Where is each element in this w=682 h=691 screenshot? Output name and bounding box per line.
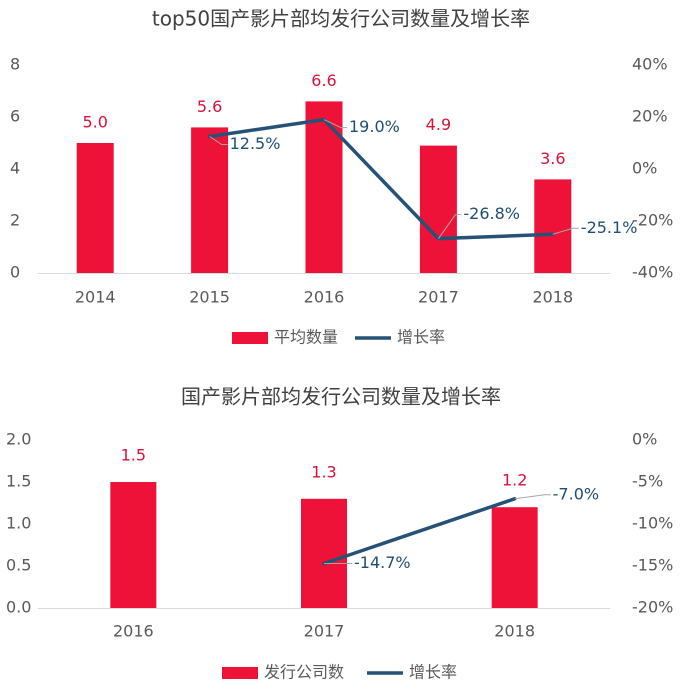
legend-bar-label: 发行公司数 (264, 663, 344, 682)
x-axis-tick: 2016 (304, 288, 345, 307)
bar (534, 179, 572, 273)
legend-bar-swatch (232, 332, 268, 344)
bar-data-label: 4.9 (426, 115, 451, 134)
x-axis-tick: 2017 (418, 288, 459, 307)
right-axis-tick: -20% (632, 598, 673, 617)
chart-title: 国产影片部均发行公司数量及增长率 (181, 385, 501, 409)
x-axis-tick: 2016 (113, 622, 154, 641)
line-data-label: -26.8% (463, 204, 520, 223)
bar-data-label: 6.6 (311, 71, 336, 90)
left-axis-tick: 2.0 (6, 430, 31, 449)
x-axis-tick: 2018 (532, 288, 573, 307)
right-axis-tick: 40% (632, 55, 668, 74)
left-axis-tick: 8 (10, 55, 20, 74)
bar-data-label: 1.5 (121, 446, 146, 465)
x-axis-tick: 2014 (75, 288, 116, 307)
right-axis-tick: -40% (632, 263, 673, 282)
right-axis-tick: 0% (632, 159, 657, 178)
legend-line-label: 增长率 (409, 663, 457, 682)
left-axis-tick: 0.0 (6, 598, 31, 617)
x-axis-tick: 2015 (189, 288, 230, 307)
legend-bar-swatch (222, 667, 258, 679)
legend-line-label: 增长率 (397, 328, 445, 347)
right-axis-tick: -5% (632, 472, 663, 491)
left-axis-tick: 0.5 (6, 556, 31, 575)
bar-data-label: 1.2 (502, 471, 527, 490)
bar (305, 101, 343, 274)
bar (301, 498, 347, 608)
bar-data-label: 5.0 (82, 113, 107, 132)
line-data-label: -25.1% (581, 218, 638, 237)
x-axis-tick: 2018 (494, 622, 535, 641)
left-axis-tick: 2 (10, 211, 20, 230)
line-data-label: -14.7% (354, 553, 411, 572)
chart-title: top50国产影片部均发行公司数量及增长率 (152, 7, 530, 31)
bar (491, 507, 538, 608)
line-data-label: 12.5% (230, 134, 281, 153)
bar (191, 127, 229, 274)
left-axis-tick: 4 (10, 159, 20, 178)
left-axis-tick: 1.0 (6, 514, 31, 533)
right-axis-tick: -20% (632, 211, 673, 230)
line-label-leader (323, 119, 347, 129)
right-axis-tick: 0% (632, 430, 657, 449)
line-data-label: -7.0% (553, 484, 599, 503)
right-axis-tick: 20% (632, 107, 668, 126)
bar-data-label: 1.3 (311, 462, 336, 481)
bar (76, 143, 114, 273)
bar (419, 145, 457, 273)
line-label-leader (514, 494, 551, 500)
left-axis-tick: 6 (10, 107, 20, 126)
bar (110, 482, 157, 608)
line-label-leader (209, 136, 228, 145)
left-axis-tick: 0 (10, 263, 20, 282)
bar-data-label: 5.6 (197, 97, 222, 116)
right-axis-tick: -10% (632, 514, 673, 533)
left-axis-tick: 1.5 (6, 472, 31, 491)
growth-rate-line (322, 497, 517, 566)
growth-rate-line (207, 117, 555, 241)
right-axis-tick: -15% (632, 556, 673, 575)
line-label-leader (552, 227, 579, 235)
x-axis-tick: 2017 (304, 622, 345, 641)
line-data-label: 19.0% (349, 117, 400, 136)
bar-data-label: 3.6 (540, 149, 565, 168)
line-label-leader (437, 214, 462, 239)
legend-bar-label: 平均数量 (274, 328, 338, 347)
